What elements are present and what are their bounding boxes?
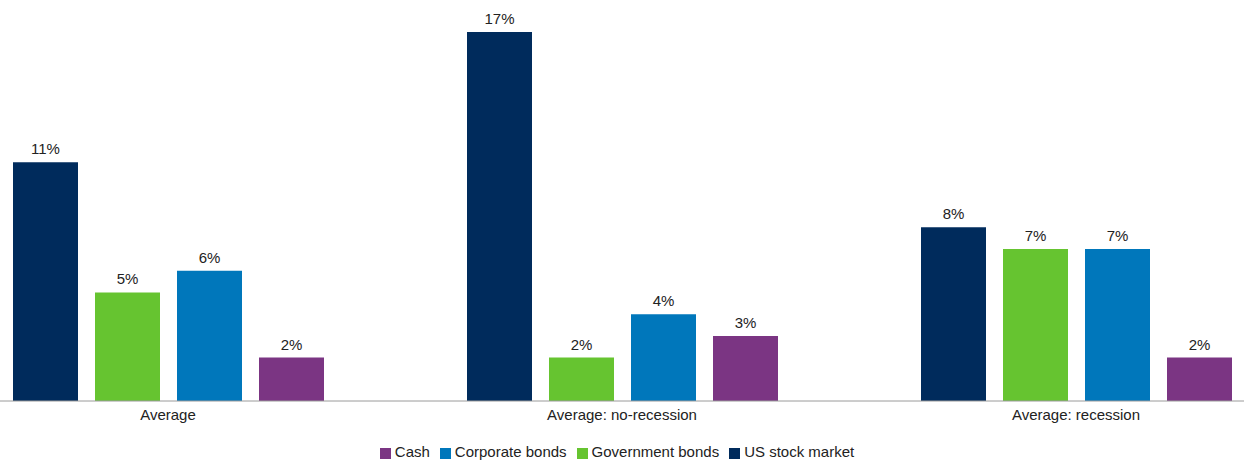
svg-text:11%: 11% (31, 140, 60, 157)
svg-text:2%: 2% (571, 336, 593, 353)
svg-text:3%: 3% (735, 314, 757, 331)
html-text:US stock market: US stock market (744, 443, 855, 460)
svg-text:Average: no-recession: Average: no-recession (547, 406, 697, 423)
svg-text:6%: 6% (199, 249, 221, 266)
svg-text:2%: 2% (281, 336, 303, 353)
svg-text:7%: 7% (1107, 227, 1129, 244)
svg-text:Average: Average (140, 406, 196, 423)
html-text:Cash: Cash (394, 443, 430, 460)
html-text:Corporate bonds: Corporate bonds (454, 443, 567, 460)
svg-text:7%: 7% (1025, 227, 1047, 244)
svg-text:2%: 2% (1189, 336, 1211, 353)
svg-text:5%: 5% (117, 270, 139, 287)
svg-text:Average: recession: Average: recession (1012, 406, 1140, 423)
svg-text:17%: 17% (484, 10, 514, 27)
html-text:Government bonds: Government bonds (591, 443, 720, 460)
svg-text:4%: 4% (653, 292, 675, 309)
svg-text:8%: 8% (943, 205, 965, 222)
